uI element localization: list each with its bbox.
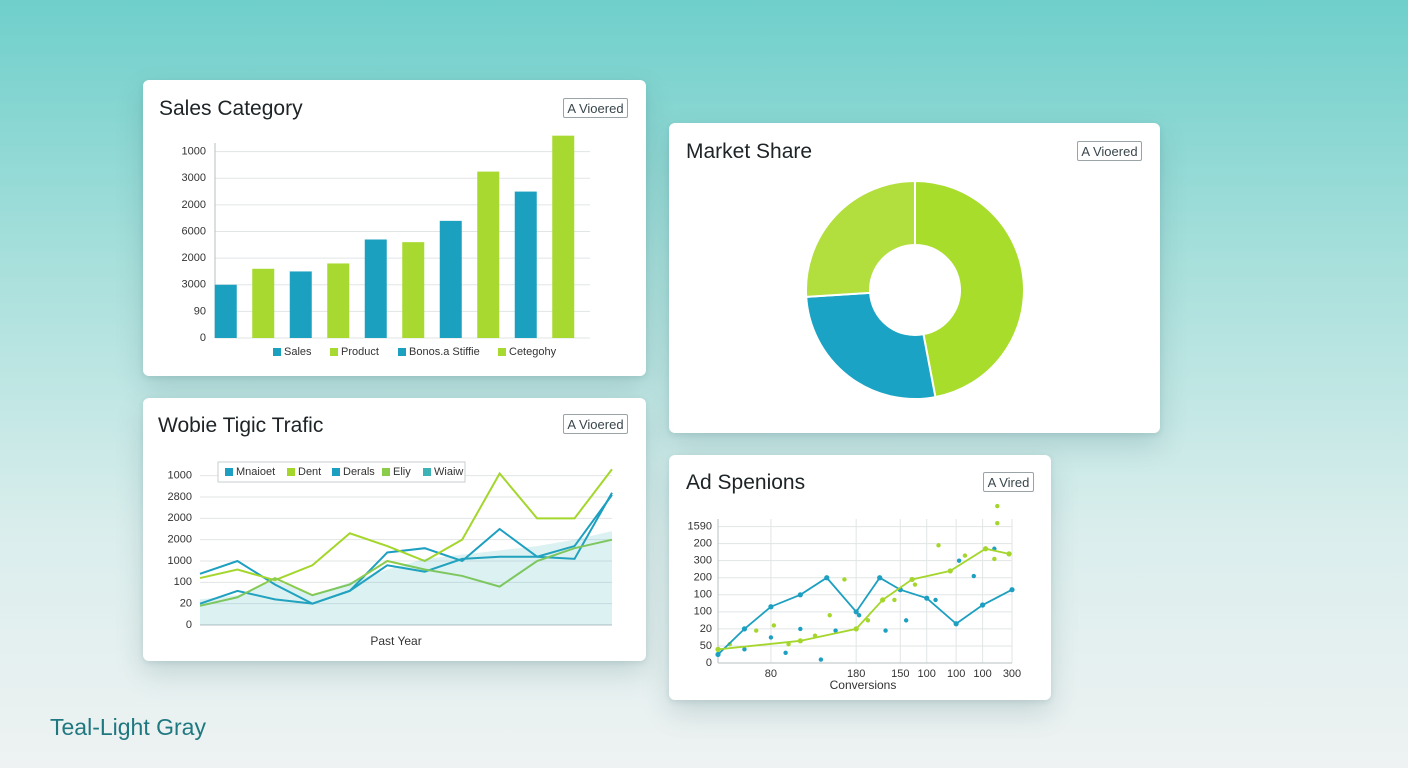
caption: Teal-Light Gray: [50, 714, 206, 740]
view-button[interactable]: A Vioered: [563, 98, 628, 118]
card: [143, 80, 646, 376]
view-button[interactable]: A Vioered: [1077, 141, 1142, 161]
card: [669, 123, 1160, 433]
view-button[interactable]: A Vioered: [563, 414, 628, 434]
card-title: Market Share: [686, 140, 813, 163]
card-title: Sales Category: [159, 97, 303, 120]
card-title: Ad Spenions: [686, 471, 806, 494]
view-button[interactable]: A Vired: [983, 472, 1034, 492]
card-title: Wobie Tigic Trafic: [158, 414, 324, 437]
